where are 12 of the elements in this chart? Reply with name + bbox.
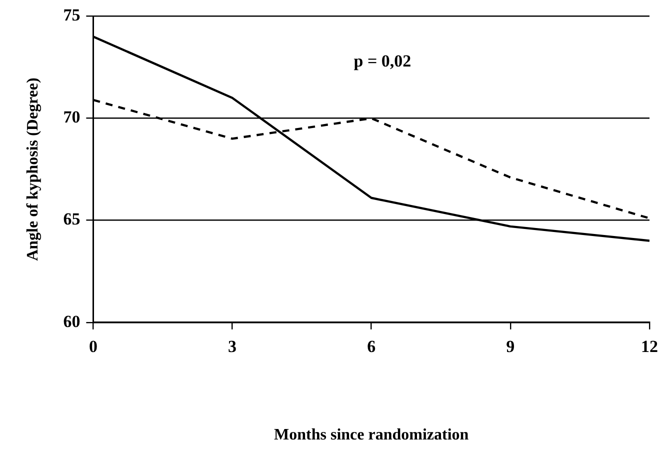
y-tick-label: 65 <box>63 210 80 229</box>
x-tick-label: 6 <box>367 336 376 356</box>
x-tick-label: 0 <box>88 336 98 356</box>
x-tick-label: 3 <box>228 336 237 356</box>
annotation: p = 0,02 <box>354 52 412 71</box>
y-axis-title: Angle of kyphosis (Degree) <box>24 78 42 261</box>
y-tick-label: 70 <box>63 108 80 127</box>
x-axis-title: Months since randomization <box>274 426 469 444</box>
x-tick-label: 9 <box>506 336 515 356</box>
y-tick-label: 60 <box>63 312 80 331</box>
y-tick-label: 75 <box>63 6 80 25</box>
x-tick-label: 12 <box>641 336 658 356</box>
